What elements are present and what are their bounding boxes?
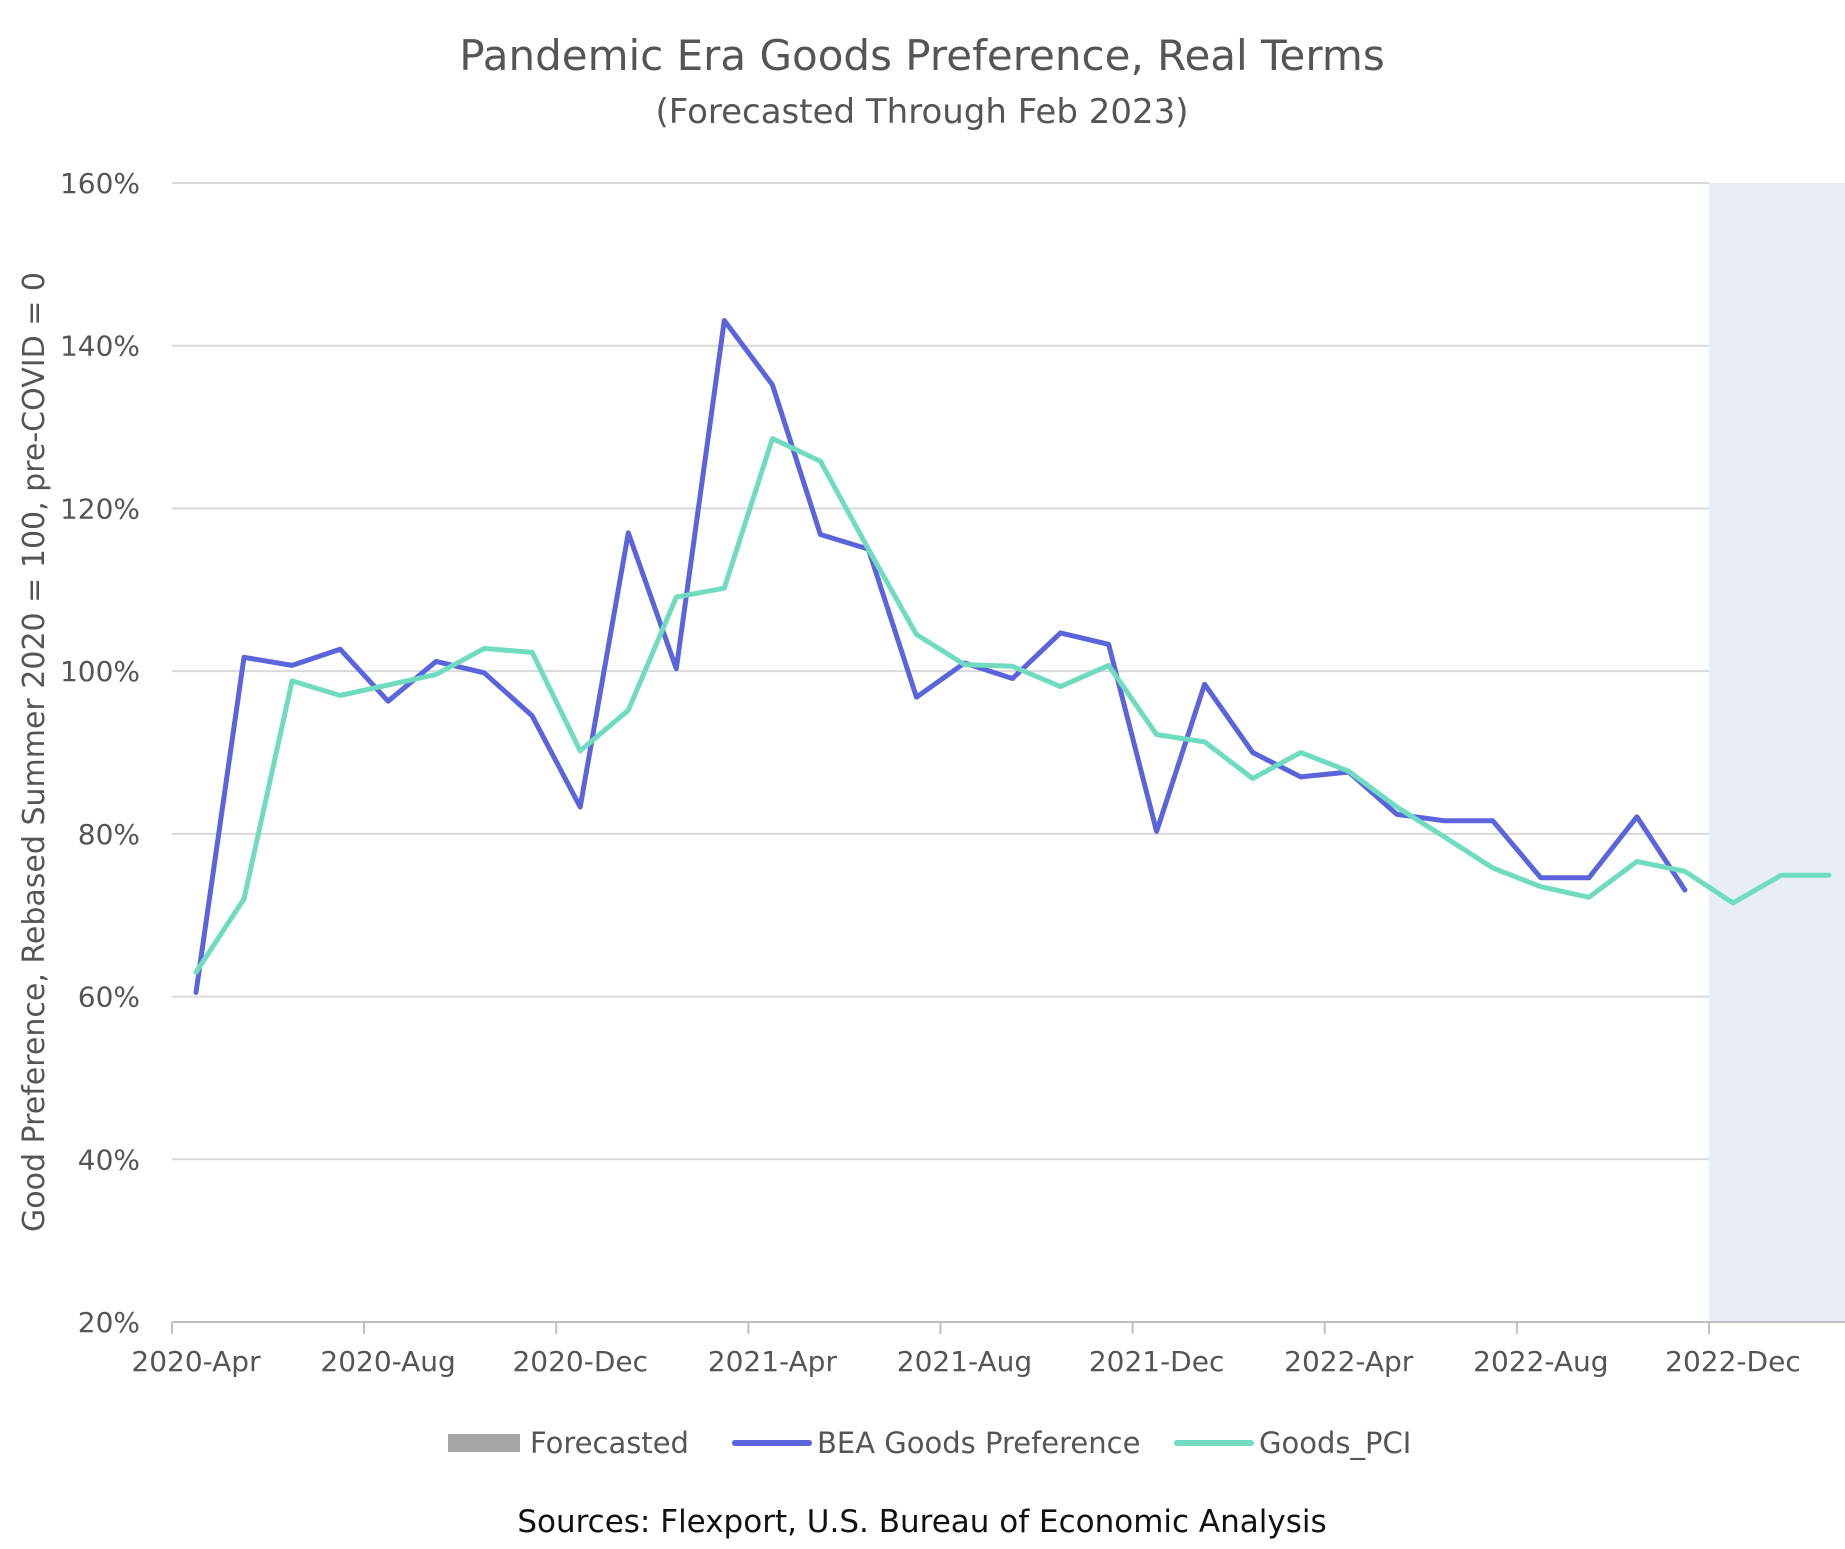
series-line-bea-goods-preference bbox=[193, 318, 1688, 995]
y-tick-label: 120% bbox=[60, 492, 140, 525]
y-axis-label: Good Preference, Rebased Summer 2020 = 1… bbox=[17, 272, 52, 1232]
x-tick-label: 2020-Aug bbox=[320, 1345, 455, 1378]
x-tick-label: 2022-Apr bbox=[1284, 1345, 1414, 1378]
y-tick-label: 140% bbox=[60, 330, 140, 363]
series-lines bbox=[193, 318, 1832, 995]
y-axis-tick-labels: 20% 40% 60% 80% 100% 120% 140% 160% bbox=[60, 167, 140, 1339]
chart-subtitle: (Forecasted Through Feb 2023) bbox=[655, 92, 1188, 132]
forecast-shade-layer bbox=[1708, 183, 1845, 1322]
series-line-goods-pci bbox=[193, 436, 1832, 975]
y-tick-label: 80% bbox=[78, 818, 140, 851]
y-tick-label: 20% bbox=[78, 1306, 140, 1339]
legend-label-forecasted: Forecasted bbox=[530, 1426, 689, 1460]
legend: Forecasted BEA Goods Preference Goods_PCI bbox=[448, 1426, 1411, 1460]
x-tick-label: 2021-Aug bbox=[897, 1345, 1032, 1378]
x-axis: 2020-Apr 2020-Aug 2020-Dec 2021-Apr 2021-Aug… bbox=[131, 1321, 1845, 1378]
x-tick-label: 2021-Dec bbox=[1089, 1345, 1225, 1378]
y-tick-label: 40% bbox=[78, 1143, 140, 1176]
legend-label-goods-pci: Goods_PCI bbox=[1259, 1426, 1411, 1460]
y-tick-label: 160% bbox=[60, 167, 140, 200]
x-tick-label: 2021-Apr bbox=[708, 1345, 838, 1378]
source-note: Sources: Flexport, U.S. Bureau of Econom… bbox=[517, 1504, 1326, 1540]
x-tick-label: 2022-Aug bbox=[1473, 1345, 1608, 1378]
x-tick-label: 2022-Dec bbox=[1665, 1345, 1801, 1378]
chart-title: Pandemic Era Goods Preference, Real Term… bbox=[459, 31, 1384, 80]
x-tick-label: 2020-Apr bbox=[131, 1345, 261, 1378]
y-tick-label: 100% bbox=[60, 655, 140, 688]
gridlines bbox=[172, 182, 1709, 1161]
legend-swatch-forecasted bbox=[448, 1434, 520, 1452]
y-tick-label: 60% bbox=[78, 981, 140, 1014]
x-tick-label: 2020-Dec bbox=[512, 1345, 648, 1378]
legend-label-bea-goods-preference: BEA Goods Preference bbox=[817, 1426, 1140, 1460]
forecast-shade bbox=[1708, 183, 1845, 1322]
